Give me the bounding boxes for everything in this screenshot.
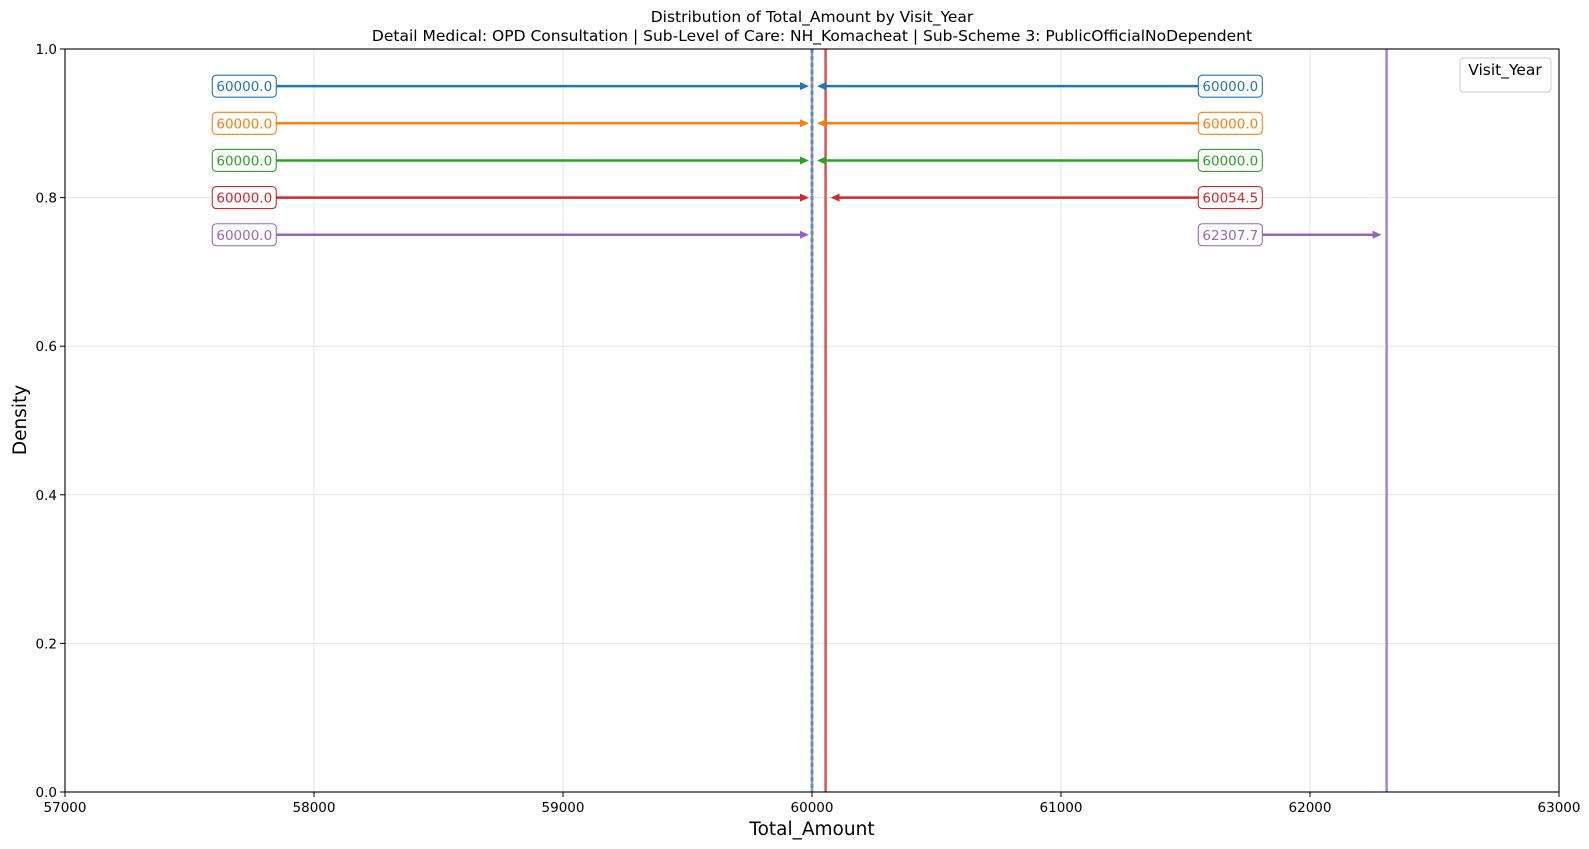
annotation-arrow-head <box>1372 230 1382 239</box>
y-tick-label: 0.8 <box>36 191 57 207</box>
annotation-label-box <box>211 186 277 210</box>
y-tick-label: 0.2 <box>36 636 57 652</box>
value-lines <box>810 49 1388 792</box>
axis-ticks: 57000 58000 59000 60000 61000 62000 63000 0.0 0.… <box>36 42 1581 816</box>
legend-title: Visit_Year <box>1468 61 1542 80</box>
annotation-label-box <box>1197 148 1263 172</box>
annotation-label: 60000.0 <box>216 153 272 169</box>
y-axis-label: Density <box>10 385 31 455</box>
annotation-arrow-head <box>800 156 809 165</box>
y-tick-label: 0.6 <box>36 339 57 355</box>
annotation-arrow-head <box>800 82 809 91</box>
annotation-label: 62307.7 <box>1202 228 1258 244</box>
annotation-arrow-head <box>817 119 826 128</box>
annotation-arrow-head <box>800 193 809 202</box>
x-tick-label: 59000 <box>542 800 585 816</box>
legend-box <box>1459 57 1552 93</box>
x-axis-label: Total_Amount <box>748 819 874 840</box>
annotation-label-box <box>211 74 277 98</box>
annotation-label: 60000.0 <box>216 116 272 132</box>
annotation-label: 60054.5 <box>1202 191 1258 207</box>
annotation-label: 60000.0 <box>216 228 272 244</box>
annotation-label-box <box>211 148 277 172</box>
annotation-label: 60000.0 <box>1202 79 1258 95</box>
x-tick-label: 58000 <box>293 800 336 816</box>
annotation-label-box <box>1197 223 1263 247</box>
annotation-label: 60000.0 <box>1202 153 1258 169</box>
annotation-label-box <box>1197 74 1263 98</box>
annotation-label-box <box>1197 111 1263 135</box>
annotation-arrow-head <box>817 82 826 91</box>
x-tick-label: 63000 <box>1538 800 1581 816</box>
annotation-label: 60000.0 <box>1202 116 1258 132</box>
x-tick-label: 57000 <box>44 800 87 816</box>
x-tick-label: 61000 <box>1040 800 1083 816</box>
y-tick-label: 0.4 <box>36 488 57 504</box>
legend: Visit_Year <box>1459 57 1552 93</box>
annotation-arrow-head <box>830 193 840 202</box>
x-tick-label: 62000 <box>1289 800 1332 816</box>
annotation-arrow-head <box>800 119 809 128</box>
annotation-label-box <box>211 111 277 135</box>
chart-title-line2: Detail Medical: OPD Consultation | Sub-L… <box>372 27 1252 46</box>
annotation-label: 60000.0 <box>216 191 272 207</box>
chart-title-line1: Distribution of Total_Amount by Visit_Ye… <box>651 8 974 27</box>
annotation-label-box <box>211 223 277 247</box>
x-tick-label: 60000 <box>791 800 834 816</box>
annotation-arrow-head <box>800 230 809 239</box>
annotation-labels: 60000.0 60000.0 60000.0 60000.0 60000.0 60000… <box>211 74 1263 247</box>
annotation-arrows <box>276 82 1382 239</box>
y-tick-label: 1.0 <box>36 42 57 58</box>
annotation-arrow-head <box>817 156 826 165</box>
annotation-label: 60000.0 <box>216 79 272 95</box>
annotation-label-box <box>1197 186 1263 210</box>
y-tick-label: 0.0 <box>36 785 57 801</box>
